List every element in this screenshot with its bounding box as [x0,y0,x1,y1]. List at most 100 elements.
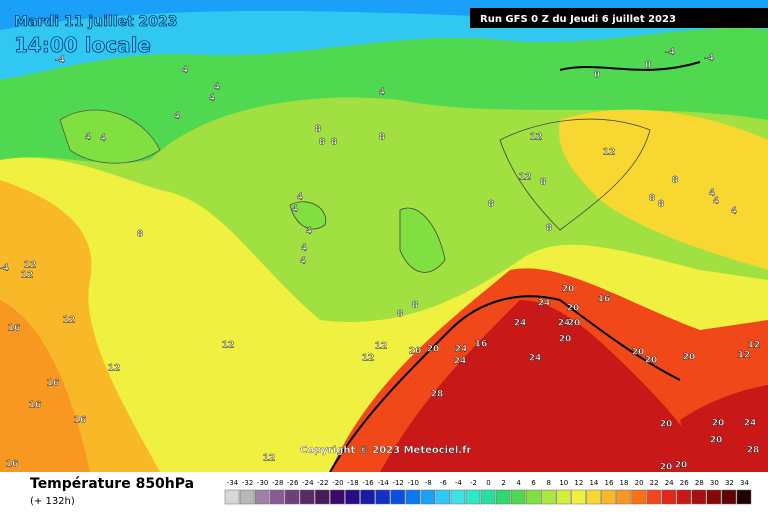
contour-label: 4 [85,133,91,143]
contour-label: 8 [649,194,655,204]
contour-label: -4 [704,54,714,64]
legend-swatch [691,489,707,505]
legend-swatch [269,489,285,505]
contour-label: -4 [0,264,9,274]
legend-swatch [450,489,466,505]
legend-swatch [706,489,722,505]
date-text: Mardi 11 juillet 2023 [14,14,178,30]
legend-swatch [556,489,571,505]
contour-label: 4 [182,66,188,76]
legend-swatch [510,489,526,505]
contour-label: 12 [738,351,751,361]
legend-label: -34 [227,479,239,487]
legend-label: -10 [407,479,418,487]
contour-label: 24 [744,419,757,429]
legend-label: -8 [425,479,432,487]
contour-label: 8 [540,178,546,188]
legend-label: 14 [589,479,598,487]
legend-label: 0 [486,479,490,487]
contour-label: 12 [263,454,276,464]
legend-label: 2 [501,479,505,487]
contour-label: 20 [712,419,725,429]
contour-label: 8 [488,200,494,210]
legend-label: -32 [242,479,253,487]
cold-zone [0,0,768,30]
legend-label: -2 [470,479,477,487]
contour-label: 4 [100,134,106,144]
contour-label: 16 [29,401,42,411]
contour-label: 20 [427,345,440,355]
contour-label: 12 [21,271,34,281]
legend-label: 34 [740,479,749,487]
contour-label: 4 [379,88,385,98]
legend-label: 30 [710,479,719,487]
contour-label: 8 [331,138,337,148]
contour-label: 24 [454,357,467,367]
contour-label: 4 [713,197,719,207]
legend-label: -6 [440,479,448,487]
legend-label: 26 [680,479,689,487]
legend-swatch [330,489,345,505]
contour-label: 12 [748,341,761,351]
legend-swatch [525,489,541,505]
legend-swatch [601,489,616,505]
contour-label: 4 [292,205,298,215]
contour-label: 28 [747,446,760,456]
legend-label: 32 [725,479,734,487]
legend-label: -24 [302,479,314,487]
legend-swatch [646,489,661,505]
contour-label: 8 [379,133,385,143]
legend-swatch [345,489,360,505]
contour-label: 12 [530,133,543,143]
legend-label: 4 [516,479,521,487]
footer-lead: (+ 132h) [30,496,75,507]
run-banner [470,8,768,28]
contour-label: 20 [660,463,673,473]
contour-label: 16 [74,416,87,426]
legend-swatch [239,489,255,505]
contour-label: 4 [731,207,737,217]
legend-label: -22 [317,479,328,487]
contour-label: 8 [319,138,325,148]
warm-zone [0,300,90,472]
legend-label: -26 [287,479,299,487]
legend-label: 8 [546,479,550,487]
contour-label: 8 [397,310,403,320]
legend-label: -30 [257,479,268,487]
legend-label: 24 [665,479,674,487]
legend-label: 10 [559,479,568,487]
legend-swatch [420,489,436,505]
contour-label: 20 [559,335,572,345]
contour-label: 4 [306,227,312,237]
legend-swatch [540,489,556,505]
coastline [499,118,651,231]
contour-label: 20 [568,319,581,329]
contour-label: 4 [209,94,215,104]
land [59,109,161,164]
legend-label: 6 [531,479,536,487]
legend-label: -14 [377,479,389,487]
legend-label: 20 [635,479,644,487]
contour-label: 20 [562,285,575,295]
legend-label: -20 [332,479,343,487]
contour-label: 8 [672,176,678,186]
contour-label: 28 [431,390,444,400]
contour-label: 8 [658,200,664,210]
contour-label: 12 [375,342,388,352]
legend-swatch [631,489,646,505]
contour-label: 20 [632,348,645,358]
land [289,201,327,230]
contour-label: 16 [8,324,21,334]
isotherm [559,61,701,71]
legend-swatch [435,489,451,505]
hot-zone [680,385,768,472]
legend-swatch [495,489,511,505]
legend-swatch [571,489,586,505]
legend-swatch [405,489,420,505]
contour-label: 24 [455,345,468,355]
legend-swatch [284,489,300,505]
isotherm [329,295,681,473]
contour-label: -4 [55,56,65,66]
legend-label: -18 [347,479,358,487]
